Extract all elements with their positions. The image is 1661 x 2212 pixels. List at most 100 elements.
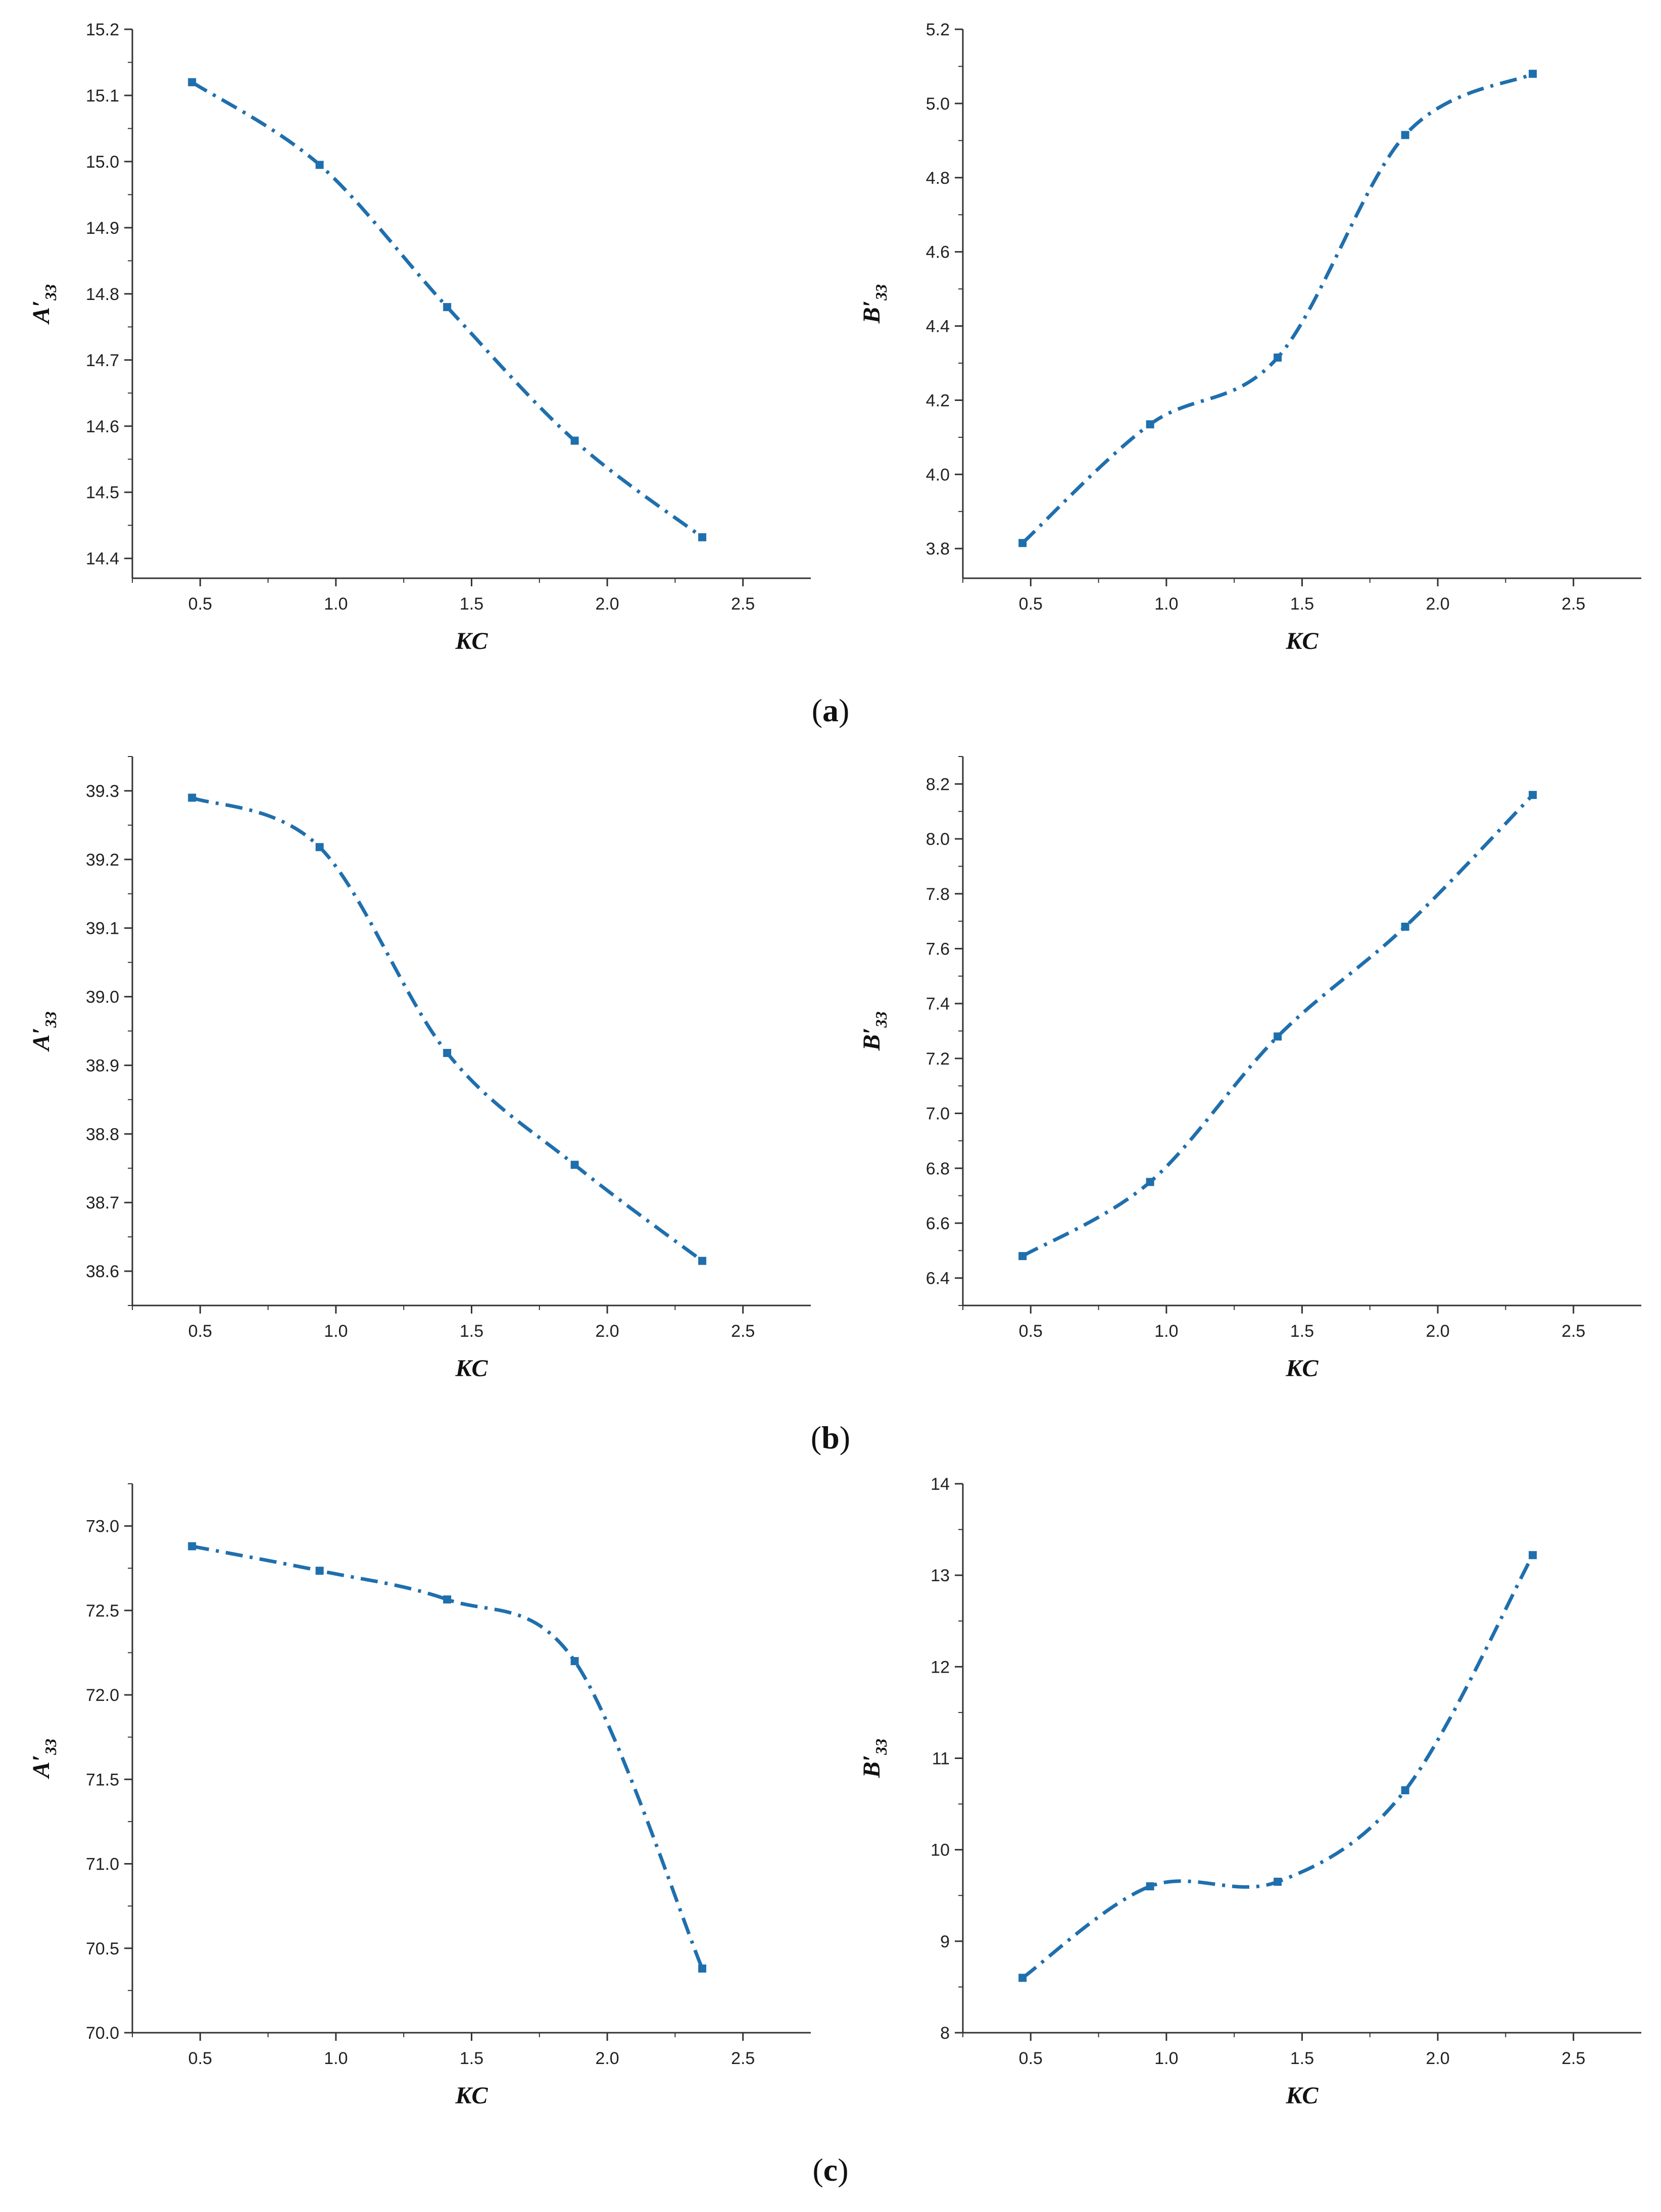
y-tick-label: 8.2	[926, 775, 950, 794]
data-point	[570, 1161, 579, 1169]
y-tick-label: 7.0	[926, 1104, 950, 1124]
data-point	[1018, 539, 1027, 547]
chart-c-right: 0.5 1.0 1.5 2.0 2.5 8 9 10 11 12 13 14 KC B′33	[830, 1454, 1661, 2126]
x-tick-label: 0.5	[1019, 2049, 1043, 2068]
data-point	[1018, 1974, 1027, 1982]
data-point	[570, 436, 579, 445]
y-tick-label: 14.7	[86, 351, 119, 370]
y-tick-label: 72.0	[86, 1686, 119, 1705]
x-tick-label: 1.5	[460, 2049, 483, 2068]
x-tick-label: 0.5	[188, 594, 212, 614]
y-tick-label: 5.0	[926, 94, 950, 114]
x-tick-label: 1.5	[1290, 594, 1314, 614]
x-tick-label: 0.5	[188, 2049, 212, 2068]
chart-b-right: 0.5 1.0 1.5 2.0 2.5 6.4 6.6 6.8 7.0 7.2 7.4 7.6 7.8 8…	[830, 727, 1661, 1399]
data-point	[698, 1256, 707, 1265]
y-tick-label: 38.8	[86, 1125, 119, 1144]
data-point	[1274, 1032, 1282, 1041]
x-axis-title: KC	[455, 628, 488, 655]
x-tick-label: 0.5	[1019, 1322, 1043, 1341]
y-tick-label: 15.2	[86, 20, 119, 39]
x-tick-label: 2.0	[595, 1322, 619, 1341]
y-tick-label: 14.5	[86, 483, 119, 502]
chart-c-left: 0.5 1.0 1.5 2.0 2.5 70.0 70.5 71.0 71.5 72.0 72.5 7…	[0, 1454, 830, 2126]
data-point	[315, 161, 324, 169]
x-tick-label: 2.0	[1426, 594, 1449, 614]
data-point	[315, 843, 324, 851]
x-tick-label: 2.5	[1561, 1322, 1585, 1341]
x-tick-label: 0.5	[188, 1322, 212, 1341]
y-tick-label: 38.7	[86, 1193, 119, 1213]
y-tick-label: 14.6	[86, 417, 119, 436]
chart-svg-a-left: 0.5 1.0 1.5 2.0 2.5 14.4 14.5 14.6 14.7 14.8 14.9 1…	[28, 20, 811, 655]
y-tick-label: 71.0	[86, 1855, 119, 1874]
y-axis-title: B′33	[858, 284, 890, 324]
series-line	[191, 796, 704, 1263]
caption-b: (b)	[810, 1420, 851, 1455]
y-tick-label: 4.8	[926, 169, 950, 188]
y-tick-label: 5.2	[926, 20, 950, 39]
chart-svg-c-left: 0.5 1.0 1.5 2.0 2.5 70.0 70.5 71.0 71.5 72.0 72.5 7…	[28, 1483, 811, 2109]
y-tick-label: 12	[931, 1657, 950, 1677]
x-axis-title: KC	[1285, 1355, 1318, 1382]
y-tick-label: 4.0	[926, 465, 950, 484]
y-tick-label: 3.8	[926, 539, 950, 559]
x-axis-title: KC	[1285, 628, 1318, 655]
y-tick-label: 72.5	[86, 1601, 119, 1621]
data-point	[188, 793, 197, 802]
y-tick-label: 8	[940, 2024, 950, 2043]
y-axis-title: B′33	[858, 1739, 890, 1779]
x-axis-title: KC	[1285, 2082, 1318, 2109]
series-line	[1021, 793, 1534, 1258]
y-tick-label: 11	[932, 1749, 950, 1769]
chart-svg-c-right: 0.5 1.0 1.5 2.0 2.5 8 9 10 11 12 13 14 KC B′33	[858, 1475, 1641, 2109]
y-tick-label: 39.1	[86, 919, 119, 938]
data-point	[443, 1048, 452, 1057]
data-point	[188, 78, 197, 86]
series-line	[191, 80, 704, 539]
data-point	[188, 1542, 197, 1550]
x-tick-label: 1.0	[324, 2049, 348, 2068]
data-point	[1018, 1252, 1027, 1261]
chart-a-left: 0.5 1.0 1.5 2.0 2.5 14.4 14.5 14.6 14.7 14.8 14.9 1…	[0, 0, 830, 672]
chart-a-right: 0.5 1.0 1.5 2.0 2.5 3.8 4.0 4.2 4.4 4.6 4.8 5.0 5.2 K…	[830, 0, 1661, 672]
data-point	[1401, 1786, 1409, 1794]
y-tick-label: 8.0	[926, 830, 950, 849]
y-tick-label: 9	[940, 1932, 950, 1951]
data-point	[1401, 922, 1409, 931]
data-point	[698, 533, 707, 541]
y-tick-label: 15.1	[86, 86, 119, 106]
data-point	[443, 1595, 452, 1604]
data-point	[570, 1657, 579, 1666]
data-point	[698, 1964, 707, 1973]
y-tick-label: 6.6	[926, 1214, 950, 1233]
x-tick-label: 2.0	[595, 594, 619, 614]
x-axis-title: KC	[455, 2082, 488, 2109]
x-tick-label: 2.5	[731, 1322, 755, 1341]
data-point	[1274, 353, 1282, 362]
y-tick-label: 70.5	[86, 1939, 119, 1958]
y-axis-title: A′33	[28, 1012, 60, 1052]
y-tick-label: 7.4	[926, 994, 950, 1014]
x-tick-label: 1.5	[460, 594, 483, 614]
x-tick-label: 1.0	[1154, 1322, 1178, 1341]
x-tick-label: 2.5	[731, 594, 755, 614]
series-line	[1021, 72, 1534, 544]
x-tick-label: 2.5	[1561, 594, 1585, 614]
chart-svg-a-right: 0.5 1.0 1.5 2.0 2.5 3.8 4.0 4.2 4.4 4.6 4.8 5.0 5.2 K…	[858, 20, 1641, 655]
x-tick-label: 2.0	[1426, 1322, 1449, 1341]
x-tick-label: 1.0	[1154, 2049, 1178, 2068]
series-line	[191, 1544, 704, 1970]
y-tick-label: 7.8	[926, 885, 950, 904]
caption-a: (a)	[811, 692, 850, 728]
x-tick-label: 1.0	[1154, 594, 1178, 614]
y-axis-title: B′33	[858, 1012, 890, 1051]
y-tick-label: 38.6	[86, 1262, 119, 1281]
chart-svg-b-right: 0.5 1.0 1.5 2.0 2.5 6.4 6.6 6.8 7.0 7.2 7.4 7.6 7.8 8…	[858, 756, 1641, 1382]
x-tick-label: 0.5	[1019, 594, 1043, 614]
x-tick-label: 1.5	[460, 1322, 483, 1341]
y-tick-label: 4.2	[926, 391, 950, 410]
data-point	[1529, 70, 1537, 78]
y-tick-label: 38.9	[86, 1056, 119, 1075]
